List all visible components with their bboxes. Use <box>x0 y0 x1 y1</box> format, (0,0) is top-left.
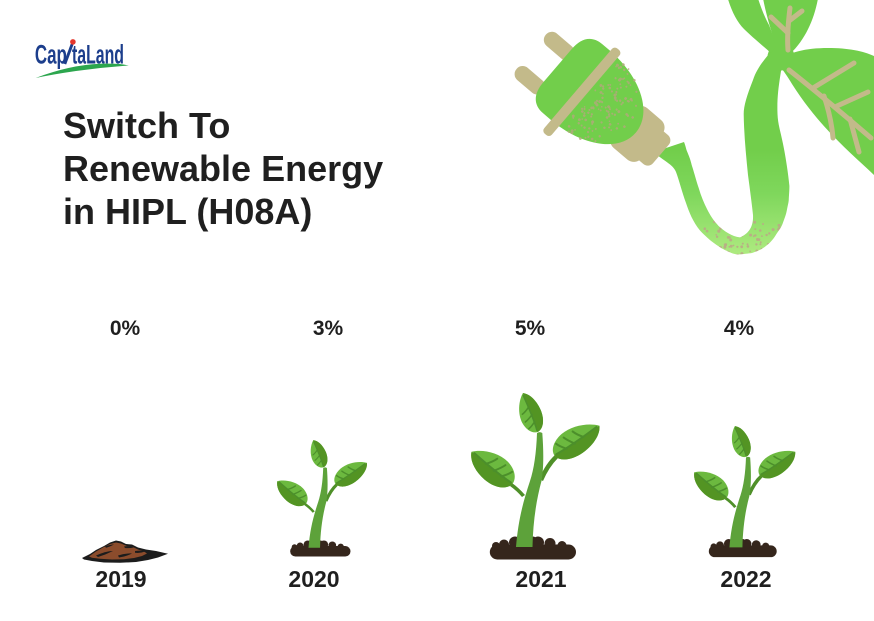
svg-text:Cap: Cap <box>35 40 67 70</box>
